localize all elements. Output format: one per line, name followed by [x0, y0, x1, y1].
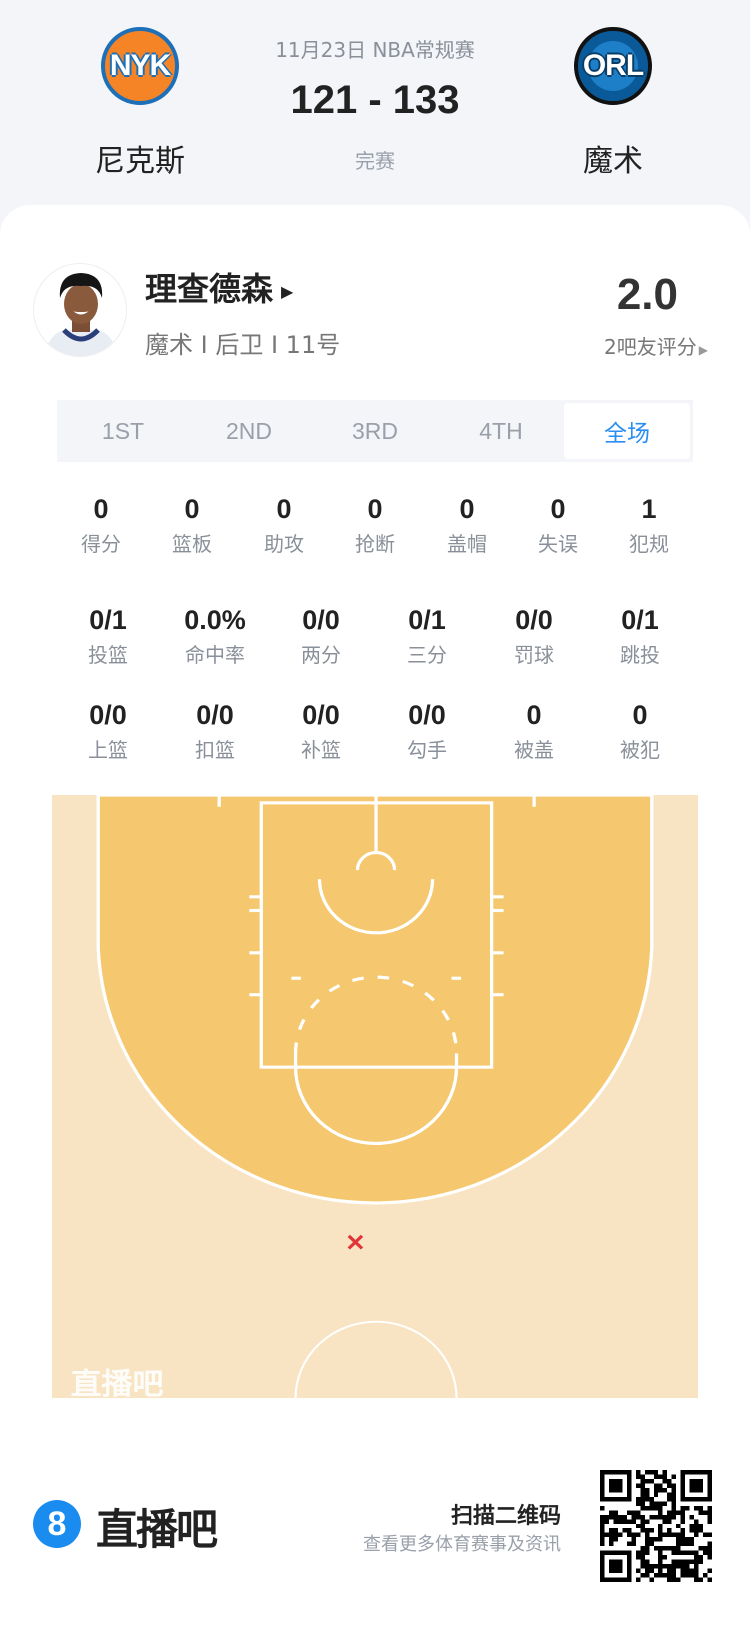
stat-label: 三分 — [407, 643, 447, 667]
player-avatar[interactable] — [33, 263, 127, 357]
stat-label: 失误 — [538, 532, 578, 556]
stat-label: 助攻 — [264, 532, 304, 556]
scan-subtitle: 查看更多体育赛事及资讯 — [363, 1534, 561, 1555]
rating-link[interactable]: 2吧友评分 ▶ — [604, 331, 708, 360]
player-meta: 魔术 I 后卫 I 11号 — [145, 331, 341, 359]
player-photo-icon — [44, 273, 118, 356]
stat-label: 得分 — [81, 532, 121, 556]
stat-value: 0/0 — [89, 700, 127, 730]
stat-item: 1 犯规 — [629, 492, 669, 557]
stat-label: 上篮 — [88, 738, 128, 762]
stat-value: 0/1 — [89, 605, 127, 635]
stat-item: 0/0 上篮 — [88, 698, 128, 763]
stat-label: 抢断 — [355, 532, 395, 556]
stat-item: 0 助攻 — [264, 492, 304, 557]
game-status: 完赛 — [355, 149, 395, 173]
stat-item: 0.0% 命中率 — [184, 603, 246, 668]
stat-value: 0/0 — [196, 700, 234, 730]
stat-value: 0/0 — [515, 605, 553, 635]
stat-item: 0/1 跳投 — [620, 603, 660, 668]
court-watermark: 直播吧 — [71, 1368, 164, 1398]
stat-value: 0/0 — [408, 700, 446, 730]
stat-label: 命中率 — [184, 643, 245, 667]
qr-code[interactable] — [600, 1470, 712, 1582]
nyk-team-logo[interactable]: NYK — [101, 27, 179, 105]
stat-item: 0 盖帽 — [447, 492, 487, 557]
orl-team-logo[interactable]: ORL — [574, 27, 652, 105]
stat-item: 0 被犯 — [620, 698, 660, 763]
stat-label: 被盖 — [514, 738, 554, 762]
player-name-link[interactable]: 理查德森 ▶ — [145, 264, 293, 310]
shot-chart-court: 直播吧 — [52, 795, 698, 1398]
stat-label: 投篮 — [88, 643, 128, 667]
stat-value: 0 — [93, 494, 109, 524]
stat-item: 0/1 三分 — [407, 603, 447, 668]
tab-full-game[interactable]: 全场 — [564, 403, 690, 459]
player-rating: 2.0 — [616, 270, 678, 319]
court-lines — [217, 795, 536, 1398]
period-tabs: 1ST 2ND 3RD 4TH 全场 — [57, 400, 693, 462]
stat-label: 犯规 — [629, 532, 669, 556]
stat-value: 0 — [367, 494, 383, 524]
stat-value: 0/0 — [302, 605, 340, 635]
stat-label: 扣篮 — [195, 738, 235, 762]
stat-label: 罚球 — [514, 643, 554, 667]
stat-item: 0 被盖 — [514, 698, 554, 763]
stat-label: 两分 — [301, 643, 341, 667]
stat-item: 0/1 投篮 — [88, 603, 128, 668]
stat-label: 盖帽 — [447, 532, 487, 556]
stat-value: 0 — [550, 494, 566, 524]
stat-item: 0 篮板 — [172, 492, 212, 557]
scan-title: 扫描二维码 — [450, 1504, 561, 1529]
stat-item: 0/0 罚球 — [514, 603, 554, 668]
stat-value: 0 — [632, 700, 648, 730]
stat-label: 被犯 — [620, 738, 660, 762]
tab-3rd[interactable]: 3RD — [351, 417, 398, 444]
away-team-name[interactable]: 魔术 — [583, 144, 643, 179]
game-date-league: 11月23日 NBA常规赛 — [275, 38, 475, 62]
game-score: 121 - 133 — [290, 78, 460, 122]
stat-label: 补篮 — [301, 738, 341, 762]
stat-label: 篮板 — [172, 532, 212, 556]
caret-right-icon: ▶ — [698, 343, 708, 357]
stat-value: 0 — [184, 494, 200, 524]
rating-label: 2吧友评分 — [604, 335, 697, 359]
stat-value: 0.0% — [184, 605, 246, 635]
stat-value: 0 — [459, 494, 475, 524]
tab-4th[interactable]: 4TH — [479, 417, 523, 444]
three-point-area — [96, 795, 654, 1205]
brand-logo-icon: 8 — [33, 1500, 81, 1548]
stat-value: 0 — [276, 494, 292, 524]
stat-item: 0/0 两分 — [301, 603, 341, 668]
stat-label: 跳投 — [620, 643, 660, 667]
stat-value: 0/0 — [302, 700, 340, 730]
missed-shot-marker — [347, 1234, 364, 1250]
stat-item: 0 得分 — [81, 492, 121, 557]
stat-value: 1 — [641, 494, 657, 524]
player-name: 理查德森 — [145, 270, 274, 308]
caret-right-icon: ▶ — [281, 281, 294, 301]
tab-1st[interactable]: 1ST — [101, 417, 145, 444]
stat-item: 0/0 勾手 — [407, 698, 447, 763]
tab-2nd[interactable]: 2ND — [225, 417, 272, 444]
stat-item: 0/0 扣篮 — [195, 698, 235, 763]
stat-label: 勾手 — [407, 738, 447, 762]
home-team-name[interactable]: 尼克斯 — [95, 144, 185, 179]
stat-item: 0 失误 — [538, 492, 578, 557]
stat-item: 0 抢断 — [355, 492, 395, 557]
brand-name: 直播吧 — [96, 1505, 218, 1554]
stat-value: 0/1 — [408, 605, 446, 635]
stat-value: 0 — [526, 700, 542, 730]
stat-item: 0/0 补篮 — [301, 698, 341, 763]
stat-value: 0/1 — [621, 605, 659, 635]
